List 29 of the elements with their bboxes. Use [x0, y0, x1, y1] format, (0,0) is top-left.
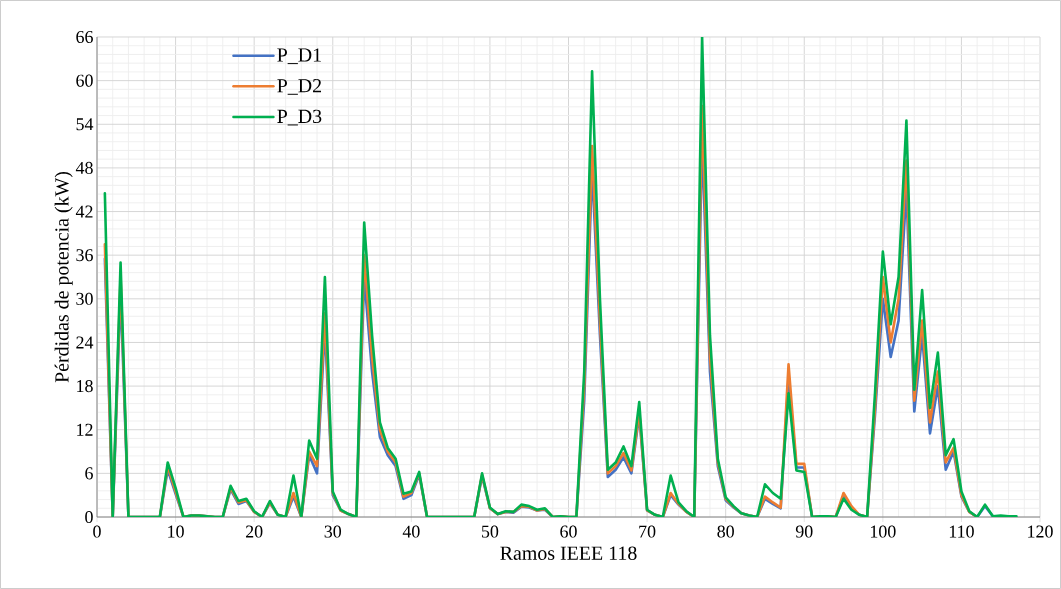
y-tick-label: 48: [75, 161, 93, 174]
x-tick-label: 80: [717, 525, 734, 538]
legend-label: P_D2: [277, 79, 321, 95]
legend-label: P_D3: [277, 109, 322, 126]
x-tick-label: 20: [245, 525, 263, 538]
x-tick-label: 50: [482, 525, 499, 538]
x-tick-label: 60: [560, 525, 577, 538]
y-tick-label: 30: [76, 292, 93, 305]
y-tick-label: 54: [76, 118, 94, 131]
y-tick-label: 18: [77, 380, 93, 393]
x-tick-label: 70: [639, 525, 656, 538]
y-tick-label: 24: [76, 336, 94, 349]
x-axis-title: Ramos IEEE 118: [500, 546, 637, 560]
x-tick-label: 90: [795, 525, 813, 538]
x-tick-label: 40: [402, 525, 420, 538]
y-tick-label: 12: [77, 423, 93, 436]
legend-label: P_D1: [277, 48, 321, 65]
x-tick-label: 10: [168, 525, 184, 538]
y-axis-title: Pérdidas de potencia (kW): [54, 171, 73, 383]
x-tick-label: 110: [949, 525, 974, 538]
y-tick-label: 6: [85, 467, 93, 480]
x-tick-label: 30: [324, 525, 342, 538]
y-tick-label: 66: [76, 30, 93, 44]
y-tick-label: 60: [76, 74, 93, 87]
y-tick-label: 0: [85, 510, 93, 524]
x-tick-label: 120: [1028, 525, 1053, 538]
x-tick-label: 100: [870, 525, 896, 538]
y-tick-label: 36: [76, 249, 93, 262]
y-tick-label: 42: [75, 205, 93, 218]
